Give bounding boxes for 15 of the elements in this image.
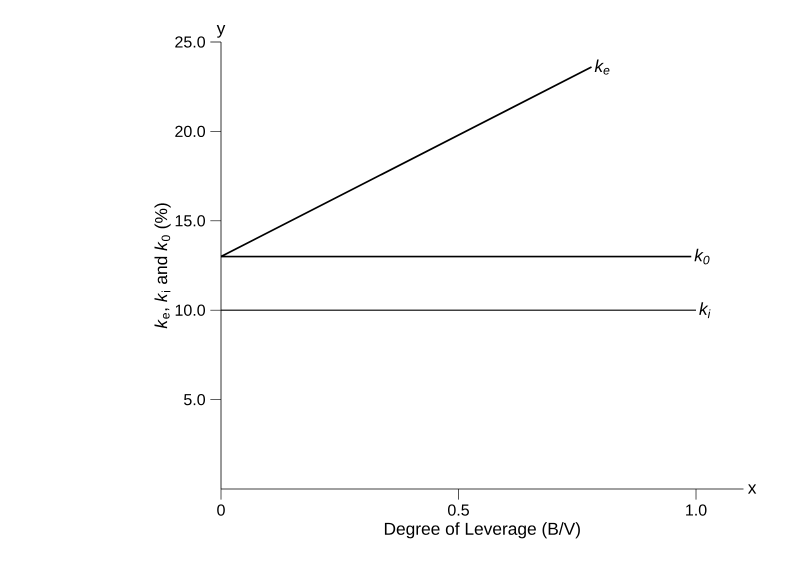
text: y [216,24,226,38]
x-tick-label: 0.5 [448,504,469,516]
x-axis-title: Degree of Leverage (B/V) [384,522,580,538]
series-label: k$_{i}$ [699,302,711,318]
series-label: k$_{0}$ [694,248,710,264]
x-tick-label: 0 [217,504,225,516]
series-label: k$_{e}$ [594,59,610,75]
y-tick-label: 10.0 [176,304,206,316]
y-tick-label: 5.0 [184,394,206,406]
text: x [748,484,756,494]
text: k$_{e}$, k$_{i}$ and k$_{0}$ (%) [154,203,171,328]
y-tick-label: 25.0 [175,36,206,48]
y-tick-label: 15.0 [176,215,206,226]
y-tick-label: 20.0 [175,126,206,138]
x-tick-label: 1.0 [686,504,707,516]
